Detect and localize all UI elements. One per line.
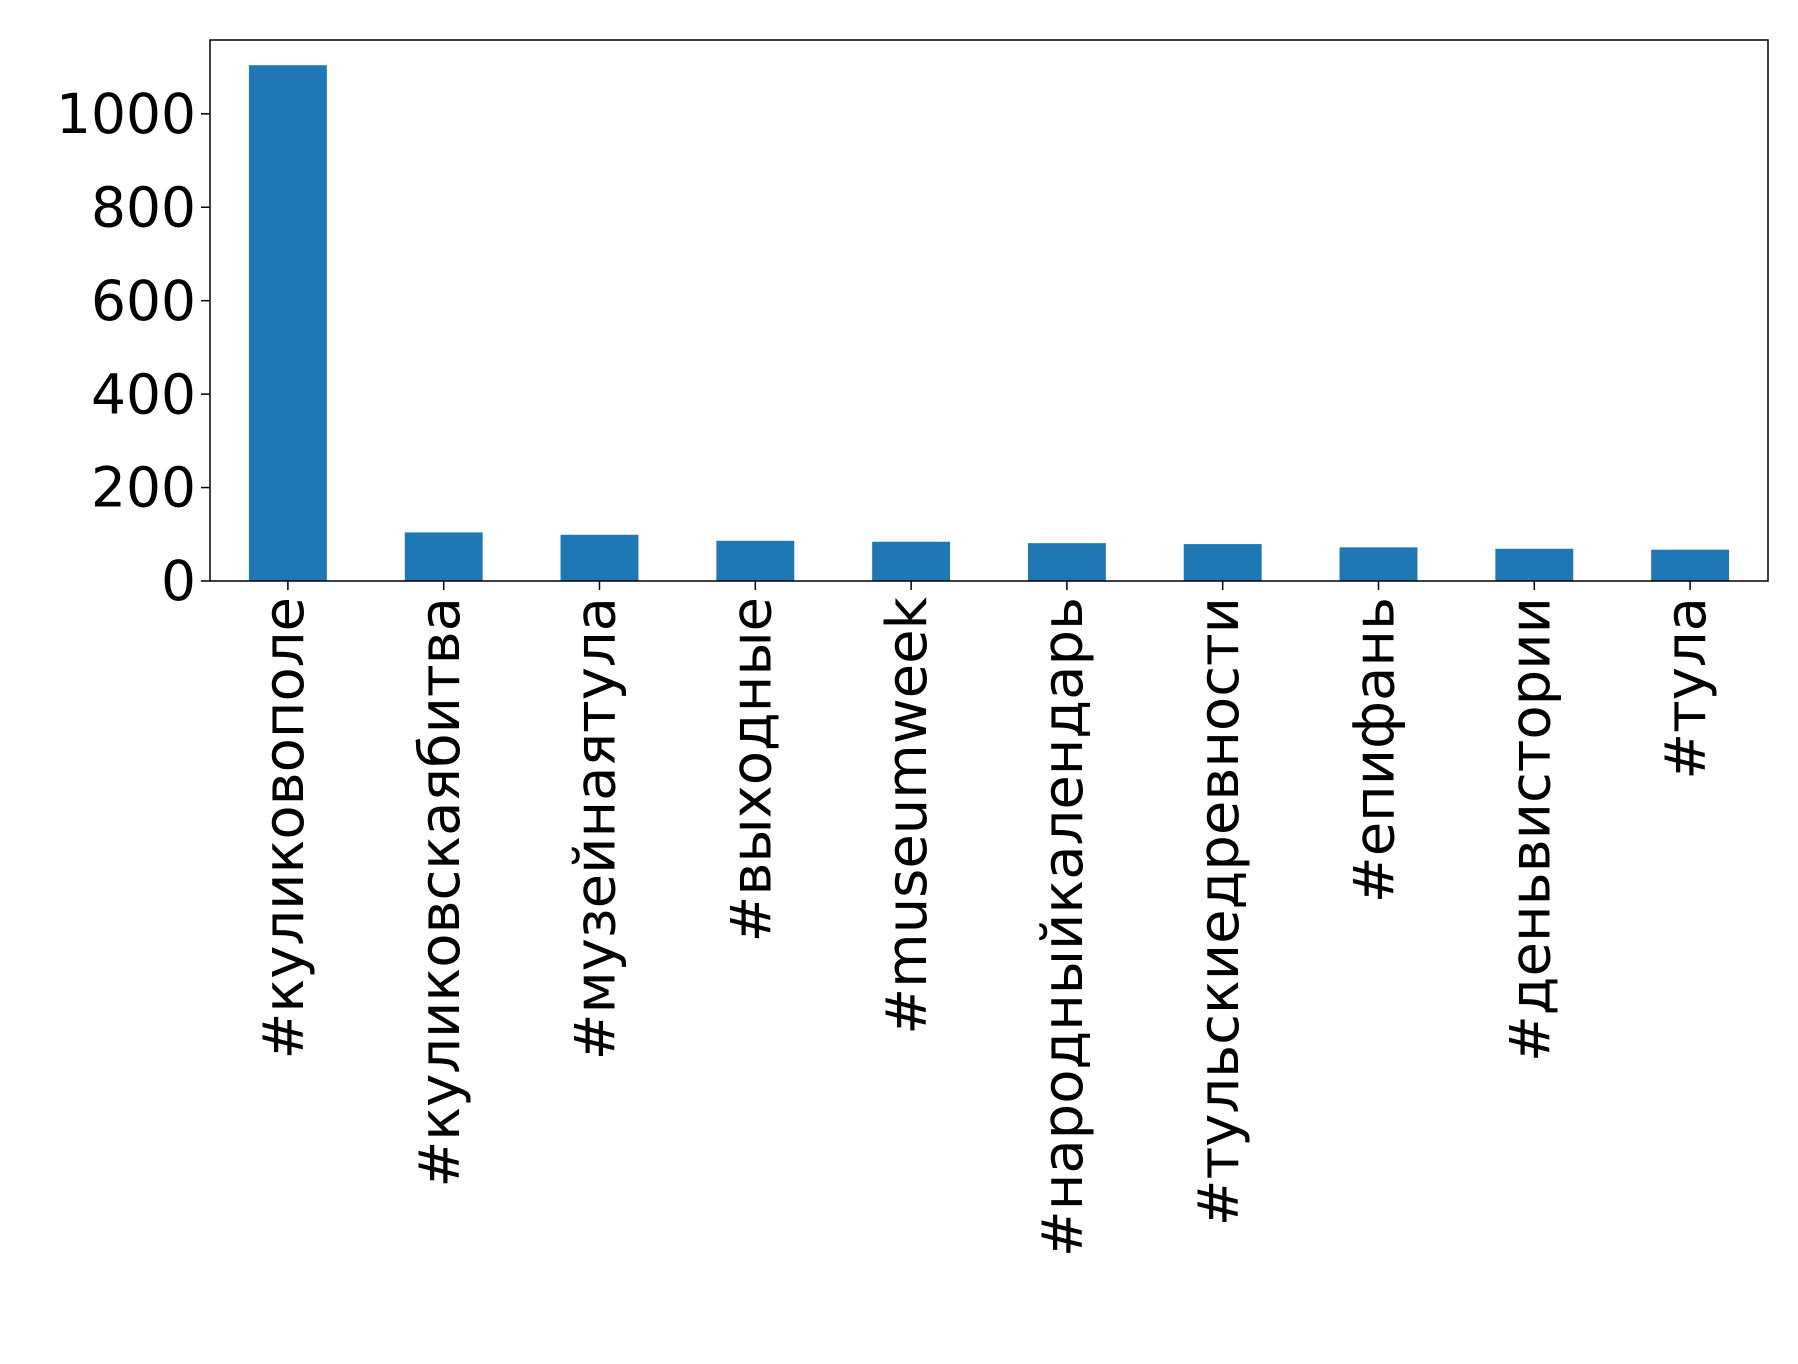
x-tick-label: #тула [1654, 597, 1719, 780]
x-tick-label: #тульскиедревности [1187, 597, 1252, 1226]
plot-frame [209, 39, 1769, 582]
bar [716, 540, 795, 581]
y-tick-label: 0 [161, 549, 196, 613]
y-tick-label: 200 [91, 456, 196, 520]
bar [1339, 547, 1418, 581]
y-tick-label: 600 [91, 269, 196, 333]
x-tick-label: #музейнаятула [564, 597, 629, 1060]
bar [560, 534, 639, 581]
x-tick-label: #museumweek [875, 596, 940, 1034]
x-tick-label: #куликовскаябитва [408, 597, 473, 1188]
bar [1027, 543, 1106, 581]
y-tick-label: 1000 [56, 82, 196, 146]
x-tick-label: #народныйкалендарь [1031, 597, 1096, 1257]
bar [248, 65, 327, 582]
x-tick-label: #куликовополе [252, 597, 317, 1060]
y-tick-label: 400 [91, 362, 196, 426]
y-tick-label: 800 [91, 175, 196, 239]
bar [1495, 548, 1574, 581]
x-tick-label: #выходные [719, 597, 784, 943]
bar [872, 541, 951, 581]
bar [1183, 544, 1262, 581]
x-tick-label: #деньвистории [1498, 597, 1563, 1062]
bar [404, 532, 483, 581]
bar [1651, 549, 1730, 581]
x-tick-label: #епифань [1343, 597, 1408, 903]
